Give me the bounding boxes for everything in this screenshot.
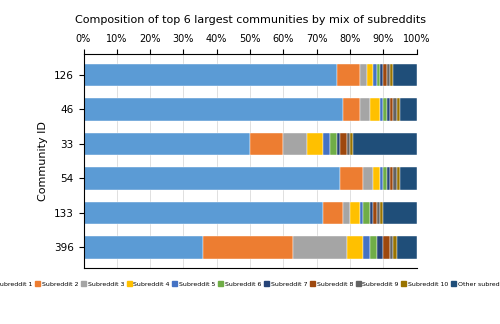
- Bar: [346, 133, 350, 155]
- Bar: [366, 64, 373, 86]
- Bar: [370, 98, 380, 121]
- Bar: [380, 64, 383, 86]
- Bar: [383, 98, 386, 121]
- Bar: [336, 64, 360, 86]
- Bar: [396, 98, 400, 121]
- Bar: [383, 167, 386, 190]
- Bar: [380, 202, 383, 224]
- Bar: [390, 167, 393, 190]
- Bar: [84, 167, 340, 190]
- Bar: [350, 202, 360, 224]
- Bar: [250, 133, 284, 155]
- Bar: [373, 64, 376, 86]
- Bar: [363, 236, 370, 259]
- Bar: [343, 202, 350, 224]
- Bar: [400, 98, 416, 121]
- Bar: [380, 167, 383, 190]
- Bar: [350, 133, 353, 155]
- Bar: [340, 167, 363, 190]
- Bar: [376, 202, 380, 224]
- Bar: [373, 167, 380, 190]
- Bar: [393, 167, 396, 190]
- Bar: [330, 133, 336, 155]
- Bar: [386, 64, 390, 86]
- Bar: [294, 236, 346, 259]
- Bar: [373, 202, 376, 224]
- Bar: [383, 236, 390, 259]
- Bar: [383, 202, 416, 224]
- Bar: [84, 98, 343, 121]
- Bar: [363, 202, 370, 224]
- Bar: [336, 133, 340, 155]
- Bar: [370, 202, 373, 224]
- Bar: [390, 64, 393, 86]
- Bar: [393, 64, 416, 86]
- Bar: [353, 133, 416, 155]
- Bar: [393, 98, 396, 121]
- Bar: [393, 236, 396, 259]
- Legend: Subreddit 1, Subreddit 2, Subreddit 3, Subreddit 4, Subreddit 5, Subreddit 6, Su: Subreddit 1, Subreddit 2, Subreddit 3, S…: [0, 280, 500, 288]
- Bar: [324, 202, 343, 224]
- Bar: [400, 167, 416, 190]
- Bar: [386, 98, 390, 121]
- Bar: [84, 133, 250, 155]
- Bar: [376, 64, 380, 86]
- Bar: [84, 202, 324, 224]
- Bar: [84, 236, 204, 259]
- Bar: [84, 64, 336, 86]
- Y-axis label: Community ID: Community ID: [38, 121, 48, 201]
- Bar: [390, 98, 393, 121]
- Bar: [396, 236, 416, 259]
- Bar: [346, 236, 363, 259]
- Bar: [306, 133, 324, 155]
- Bar: [396, 167, 400, 190]
- Bar: [383, 64, 386, 86]
- Bar: [386, 167, 390, 190]
- Bar: [340, 133, 346, 155]
- Bar: [370, 236, 376, 259]
- Bar: [390, 236, 393, 259]
- Bar: [204, 236, 294, 259]
- Bar: [376, 236, 383, 259]
- Bar: [380, 98, 383, 121]
- Bar: [360, 98, 370, 121]
- Bar: [363, 167, 373, 190]
- Title: Composition of top 6 largest communities by mix of subreddits: Composition of top 6 largest communities…: [74, 15, 426, 25]
- Bar: [284, 133, 306, 155]
- Bar: [343, 98, 360, 121]
- Bar: [360, 64, 366, 86]
- Bar: [324, 133, 330, 155]
- Bar: [360, 202, 363, 224]
